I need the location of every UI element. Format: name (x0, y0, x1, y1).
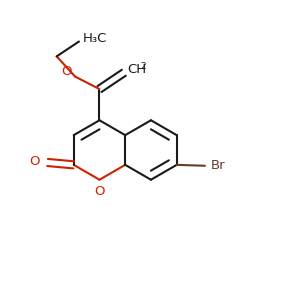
Text: O: O (61, 65, 72, 78)
Text: Br: Br (210, 159, 225, 172)
Text: O: O (94, 184, 105, 197)
Text: 2: 2 (140, 62, 146, 71)
Text: H₃C: H₃C (82, 32, 107, 45)
Text: CH: CH (127, 63, 146, 76)
Text: O: O (29, 155, 39, 168)
